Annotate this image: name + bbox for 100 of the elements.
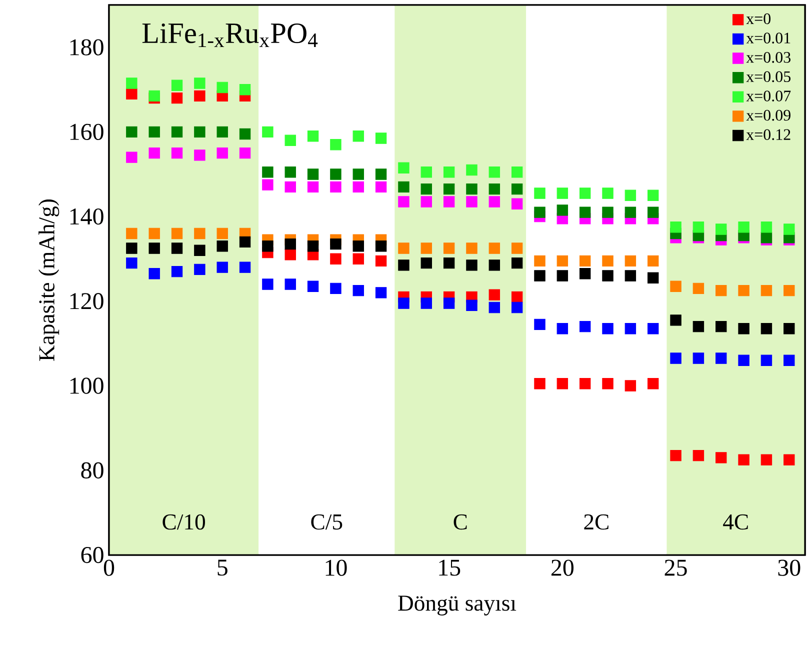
point: [648, 272, 659, 284]
point: [716, 452, 727, 464]
point: [648, 378, 659, 390]
point: [443, 257, 455, 269]
point: [375, 240, 387, 252]
point: [398, 242, 410, 254]
point: [579, 255, 591, 267]
point: [171, 126, 183, 138]
point: [602, 323, 614, 334]
point: [624, 255, 636, 267]
point: [488, 166, 500, 178]
point: [420, 183, 432, 195]
point: [126, 88, 138, 100]
point: [466, 300, 478, 311]
point: [239, 236, 251, 248]
point: [375, 181, 387, 193]
point: [488, 196, 500, 208]
point: [511, 183, 523, 195]
point: [579, 268, 591, 280]
point: [398, 181, 410, 193]
point: [488, 183, 500, 195]
point: [330, 238, 342, 250]
point: [307, 181, 319, 193]
point: [126, 228, 138, 240]
point: [466, 196, 478, 208]
point: [352, 181, 364, 193]
point: [398, 162, 410, 174]
x-axis-title: Döngü sayısı: [398, 596, 516, 616]
point: [148, 242, 160, 254]
legend-label: x=0.05: [746, 71, 790, 82]
point: [784, 224, 795, 235]
point: [171, 228, 183, 240]
point: [420, 242, 432, 254]
point: [171, 80, 183, 91]
legend-label: x=0.07: [746, 90, 791, 102]
point: [284, 278, 296, 290]
point: [556, 204, 568, 216]
point: [194, 126, 206, 138]
point: [511, 198, 523, 210]
y-tick-label: 100: [70, 378, 104, 394]
point: [352, 240, 364, 252]
point: [148, 268, 160, 280]
legend-label: x=0.09: [746, 110, 790, 121]
point: [307, 130, 319, 142]
point: [716, 224, 727, 235]
point: [556, 270, 568, 282]
point: [284, 249, 296, 260]
point: [216, 228, 228, 240]
point: [375, 132, 387, 144]
point: [352, 253, 364, 264]
point: [716, 320, 727, 332]
point: [420, 196, 432, 208]
point: [692, 450, 704, 462]
point: [352, 130, 364, 142]
point: [716, 352, 727, 364]
point: [262, 166, 274, 178]
point: [148, 147, 160, 159]
point: [511, 242, 523, 254]
point: [375, 168, 387, 180]
point: [488, 289, 500, 300]
point: [262, 240, 274, 252]
point: [126, 126, 138, 138]
y-tick-label: 120: [70, 293, 104, 310]
point: [171, 242, 183, 254]
x-tick-label: 0: [104, 560, 114, 576]
point: [398, 298, 410, 309]
point: [579, 206, 591, 218]
point: [194, 150, 206, 161]
point: [648, 255, 659, 267]
point: [262, 278, 274, 290]
point: [670, 352, 682, 364]
x-tick-label: 30: [778, 560, 800, 576]
point: [738, 323, 750, 334]
band-label: 4C: [723, 514, 748, 530]
point: [624, 190, 636, 201]
point: [534, 270, 546, 282]
legend-label: x=0.12: [746, 129, 790, 140]
point: [375, 287, 387, 298]
band-label: C/10: [162, 514, 206, 530]
point: [648, 323, 659, 334]
point: [692, 282, 704, 294]
point: [579, 188, 591, 199]
y-tick-label: 160: [70, 124, 104, 140]
point: [579, 320, 591, 332]
point: [738, 354, 750, 366]
y-tick-label: 180: [70, 39, 104, 56]
point: [239, 147, 251, 159]
point: [171, 266, 183, 278]
point: [216, 126, 228, 138]
point: [239, 262, 251, 273]
point: [738, 284, 750, 296]
point: [330, 253, 342, 264]
point: [692, 352, 704, 364]
x-tick-label: 20: [551, 560, 574, 576]
point: [194, 228, 206, 240]
point: [284, 238, 296, 250]
point: [171, 92, 183, 104]
point: [126, 257, 138, 269]
point: [738, 222, 750, 233]
point: [602, 188, 614, 199]
